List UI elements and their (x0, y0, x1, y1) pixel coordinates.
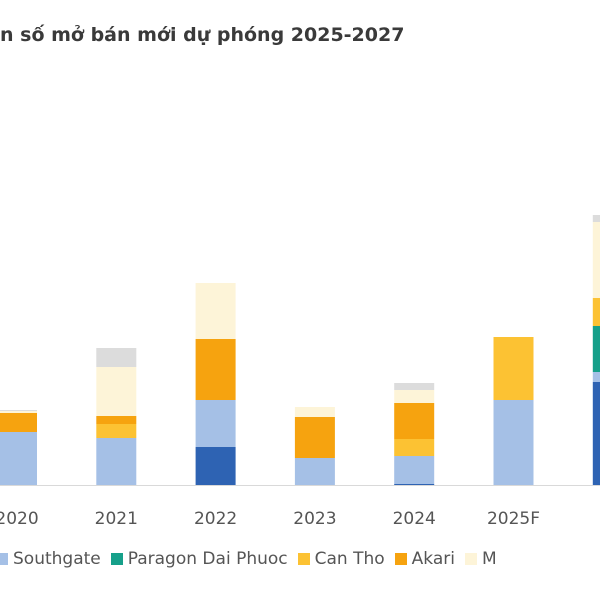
legend-label: Paragon Dai Phuoc (127, 549, 288, 569)
bar-segment-2021-southgate (96, 438, 137, 485)
bar-segment-2024-m (394, 390, 435, 403)
bar-segment-2020-series-6 (0, 410, 37, 411)
bar-segment-20-paragon-dai-phuoc (592, 326, 600, 372)
chart-title: n số mở bán mới dự phóng 2025-2027 (0, 24, 405, 46)
bar-segment-20-m (592, 222, 600, 298)
legend-swatch (297, 553, 310, 565)
x-tick-label: 2021 (95, 509, 138, 529)
legend-item: M (464, 549, 497, 569)
bar-segment-20-series-0 (592, 382, 600, 485)
bar-segment-2022-series-0 (195, 447, 236, 485)
bar-segment-2021-series-6 (96, 348, 137, 367)
bar-segment-2024-southgate (394, 456, 435, 484)
bar-segment-2021-can-tho (96, 424, 137, 438)
bar-segment-2024-can-tho (394, 439, 435, 456)
legend-label: Southgate (13, 549, 101, 569)
bar-segment-2021-m (96, 367, 137, 416)
bar-segment-2022-m (195, 283, 236, 339)
bar-segment-2021-akari (96, 416, 137, 424)
x-tick-label: 2022 (194, 509, 237, 529)
x-tick-label: 2024 (393, 509, 436, 529)
bar-segment-2024-akari (394, 403, 435, 439)
x-tick-label: 2020 (0, 509, 39, 529)
bar-segment-2023-akari (294, 417, 335, 458)
legend-item: Southgate (0, 549, 101, 569)
legend-label: Can Tho (314, 549, 385, 569)
legend-swatch (0, 553, 8, 565)
bar-segment-2024-series-0 (394, 484, 435, 485)
x-tick-label: 2023 (293, 509, 336, 529)
stacked-bar-chart: 202020212022202320242025F20 (0, 215, 600, 529)
legend: Southgate Paragon Dai Phuoc Can Tho Akari M (0, 549, 497, 569)
bar-segment-2025F-can-tho (493, 337, 534, 400)
legend-swatch (110, 553, 123, 565)
legend-item: Akari (394, 549, 455, 569)
bar-segment-20-southgate (592, 372, 600, 382)
x-tick-label: 2025F (487, 509, 540, 529)
bar-segment-20-can-tho (592, 298, 600, 326)
legend-swatch (464, 553, 477, 565)
bar-segment-2020-m (0, 411, 37, 413)
bar-segment-2022-southgate (195, 400, 236, 447)
bar-segment-2023-southgate (294, 458, 335, 485)
legend-label: M (481, 549, 497, 569)
bar-segment-2025F-southgate (493, 400, 534, 485)
bar-segment-20-series-6 (592, 215, 600, 222)
bar-segment-2020-akari (0, 413, 37, 432)
bar-segment-2022-akari (195, 339, 236, 400)
bar-segment-2020-southgate (0, 432, 37, 485)
legend-swatch (394, 553, 407, 565)
legend-item: Paragon Dai Phuoc (110, 549, 288, 569)
bar-segment-2024-series-6 (394, 383, 435, 390)
bar-segment-2023-m (294, 407, 335, 417)
legend-label: Akari (411, 549, 455, 569)
legend-item: Can Tho (297, 549, 385, 569)
